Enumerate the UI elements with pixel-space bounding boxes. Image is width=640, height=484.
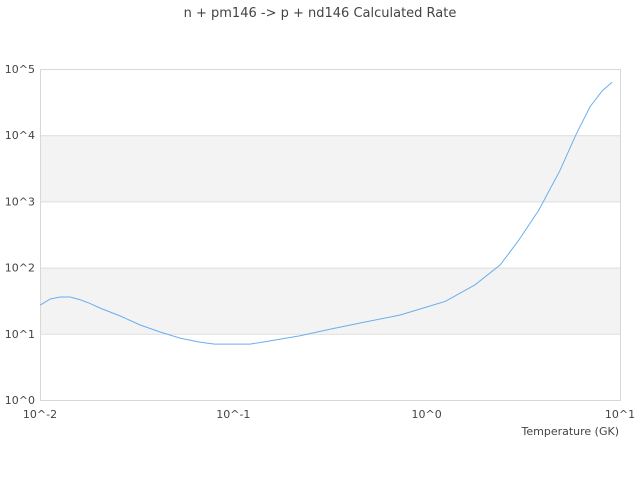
x-tick-label: 10^1 [605,408,635,421]
grid-band [40,135,620,202]
x-axis-ticks: 10^-2 10^-1 10^0 10^1 [23,408,635,421]
y-tick-label: 10^4 [5,129,35,142]
y-tick-label: 10^3 [5,195,35,208]
y-axis-ticks: 10^0 10^1 10^2 10^3 10^4 10^5 [5,63,35,407]
background-bands [40,135,620,334]
grid-band [40,267,620,334]
y-tick-label: 10^1 [5,328,35,341]
x-tick-label: 10^0 [412,408,442,421]
y-tick-label: 10^2 [5,262,35,275]
y-tick-label: 10^5 [5,63,35,76]
x-axis-label: Temperature (GK) [521,425,620,438]
chart-title: n + pm146 -> p + nd146 Calculated Rate [184,6,457,21]
y-tick-label: 10^0 [5,394,35,407]
x-tick-label: 10^-2 [23,408,57,421]
series-line [39,81,613,345]
plot-frame [40,69,621,401]
x-tick-label: 10^-1 [216,408,250,421]
grid-lines [40,69,620,401]
